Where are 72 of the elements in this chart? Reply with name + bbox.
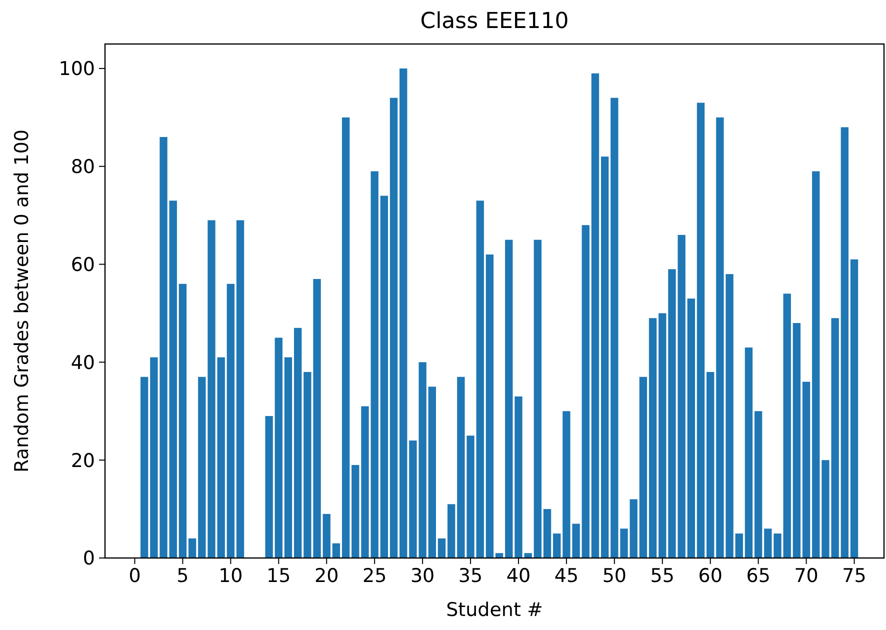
x-tick-label: 70 (794, 565, 818, 587)
bar (390, 98, 398, 558)
bar (696, 102, 705, 558)
bar (400, 68, 408, 558)
bar (236, 220, 244, 558)
x-tick-label: 35 (458, 565, 483, 587)
bar (802, 382, 810, 558)
bar (294, 328, 302, 558)
x-tick-label: 75 (842, 565, 866, 587)
bar (486, 254, 494, 558)
y-tick-label: 100 (58, 58, 95, 80)
bar (658, 313, 666, 558)
bar (582, 225, 590, 558)
x-tick-label: 5 (176, 565, 189, 587)
x-tick-label: 15 (266, 565, 291, 587)
bar (812, 171, 820, 558)
bar (648, 318, 657, 558)
bar (706, 372, 714, 558)
chart-title: Class EEE110 (420, 9, 569, 34)
bar (639, 376, 648, 558)
x-tick-label: 10 (218, 565, 243, 587)
bar (783, 294, 791, 558)
x-tick-label: 55 (650, 565, 674, 587)
bar (792, 323, 801, 558)
x-tick-label: 40 (506, 565, 531, 587)
bar (840, 127, 849, 558)
bar (140, 376, 148, 558)
x-tick-label: 30 (410, 565, 435, 587)
bar (380, 196, 388, 558)
bar (850, 259, 858, 558)
bar (591, 73, 600, 558)
bar (284, 357, 292, 558)
x-axis-title: Student # (446, 599, 543, 621)
bar (600, 156, 609, 558)
bar (534, 240, 542, 558)
y-tick-label: 20 (70, 450, 95, 472)
bar (169, 200, 177, 558)
bar (754, 411, 762, 558)
bar (332, 543, 340, 558)
x-tick-label: 60 (698, 565, 722, 587)
bar (188, 538, 196, 558)
bar (543, 509, 552, 558)
bar (322, 514, 330, 558)
bar (447, 504, 456, 558)
bar (342, 117, 350, 558)
bar (553, 534, 561, 558)
bar (495, 553, 504, 558)
x-tick-label: 20 (314, 565, 339, 587)
bar (735, 534, 743, 558)
y-tick-label: 40 (70, 352, 95, 374)
bar (438, 538, 446, 558)
x-tick-label: 50 (602, 565, 627, 587)
bar (198, 376, 206, 558)
y-axis-title: Random Grades between 0 and 100 (11, 130, 33, 472)
y-tick-label: 60 (70, 254, 95, 276)
bar (226, 284, 235, 558)
bar (428, 386, 436, 558)
bar (178, 284, 187, 558)
bar (744, 348, 753, 558)
bar (505, 240, 513, 558)
x-tick-label: 0 (128, 565, 141, 587)
x-tick-label: 65 (746, 565, 770, 587)
bar (265, 416, 273, 558)
bar (630, 499, 638, 558)
bar (476, 200, 484, 558)
y-tick-label: 80 (70, 156, 95, 178)
y-tick-label: 0 (82, 548, 95, 570)
bar (274, 338, 282, 558)
x-tick-label: 45 (554, 565, 579, 587)
bar (687, 298, 696, 558)
x-tick-label: 25 (362, 565, 387, 587)
bar (352, 464, 360, 558)
